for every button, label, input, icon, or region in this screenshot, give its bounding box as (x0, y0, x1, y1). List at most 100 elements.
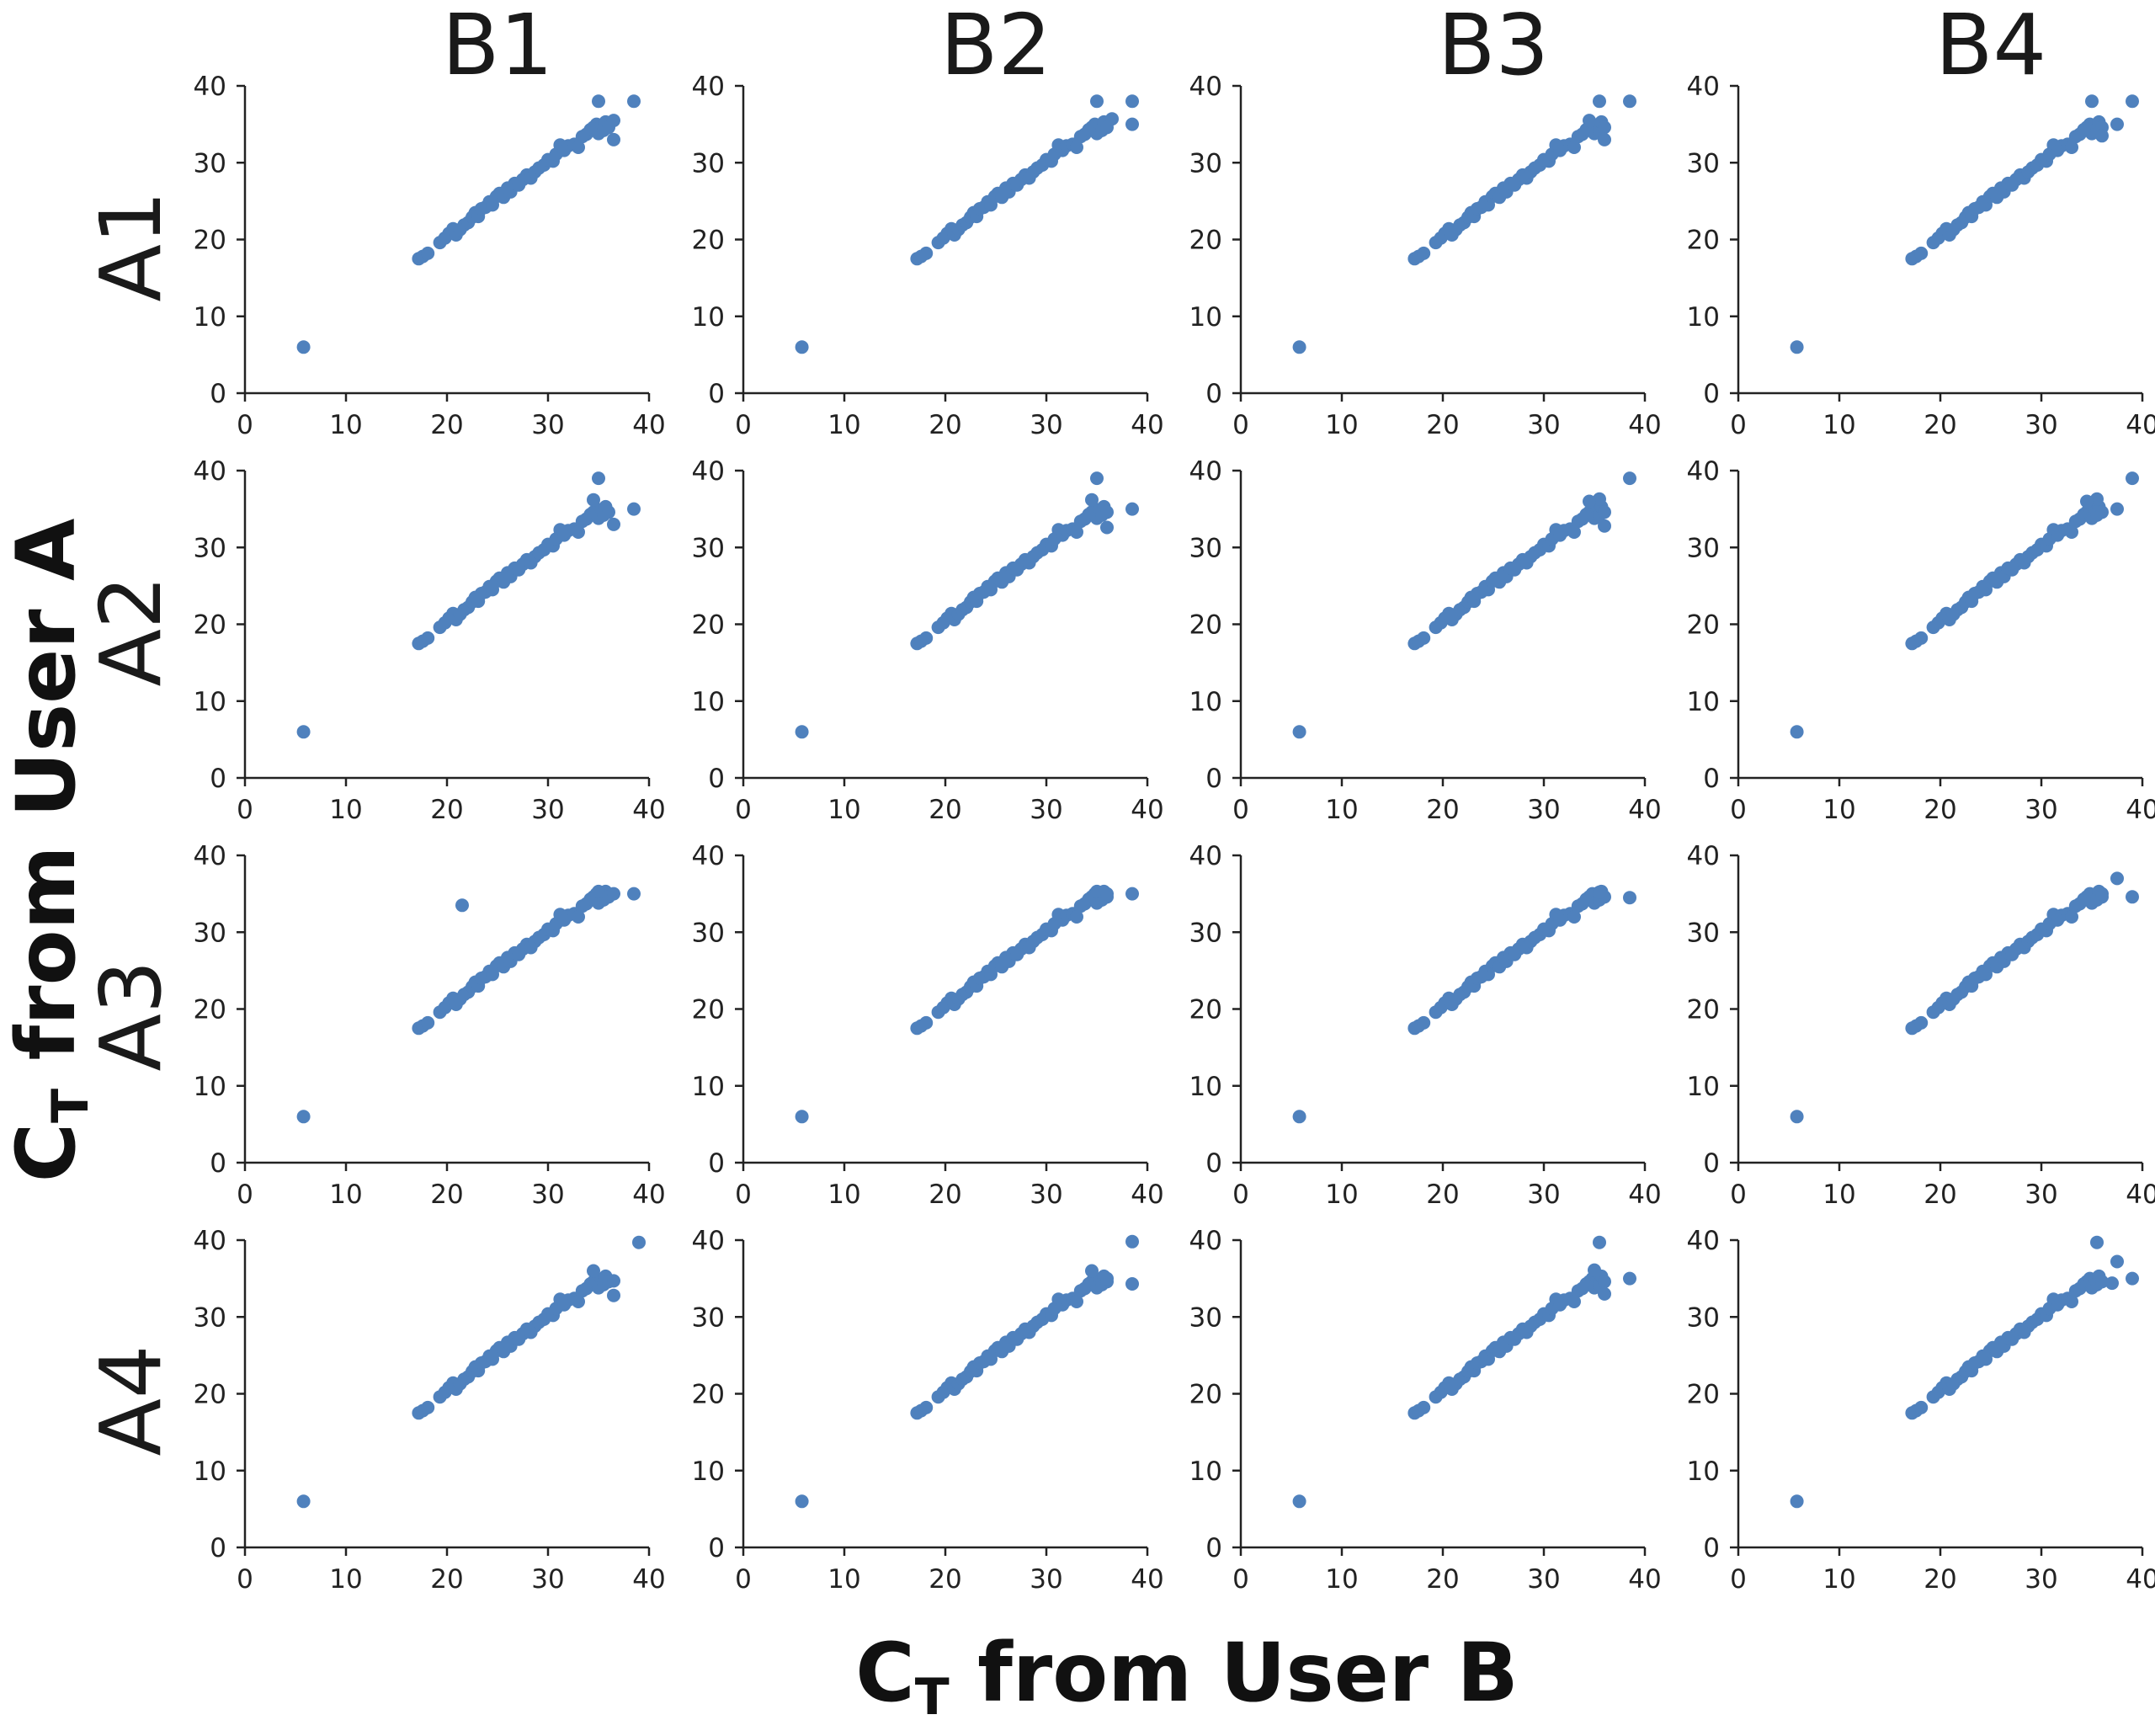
y-tick-label: 0 (210, 1533, 226, 1563)
data-point (607, 1274, 620, 1288)
y-axis-title-rest: from User A (0, 519, 93, 1089)
x-tick-label: 30 (531, 410, 564, 440)
data-point (1292, 1494, 1306, 1509)
panels-layer: B1 B2 B3 B4 A1 A2 A3 A4 0 10 20 30 40 0 10 20 30 40 0 10 20 3… (82, 0, 2155, 1595)
y-tick-label: 40 (1687, 1226, 1720, 1256)
y-tick-label: 30 (692, 1302, 725, 1333)
panel-a4-b2: 0 10 20 30 40 0 10 20 30 40 (692, 1226, 1164, 1595)
x-tick-label: 20 (430, 1564, 463, 1595)
data-point (1417, 1400, 1431, 1414)
panel-a2-b4: 0 10 20 30 40 0 10 20 30 40 (1687, 456, 2155, 825)
data-point (1292, 340, 1306, 354)
y-tick-label: 10 (1189, 1456, 1222, 1487)
x-tick-label: 40 (2126, 1564, 2155, 1595)
data-point (421, 1400, 435, 1414)
y-tick-label: 40 (1189, 1226, 1222, 1256)
data-point (2105, 1276, 2119, 1291)
data-point (1914, 1015, 1929, 1030)
data-point (919, 1015, 934, 1030)
panel-a4-b1: 0 10 20 30 40 0 10 20 30 40 (194, 1226, 666, 1595)
y-tick-label: 0 (708, 379, 725, 409)
data-point (607, 132, 620, 146)
x-tick-label: 40 (1131, 795, 1163, 825)
y-tick-label: 40 (1189, 456, 1222, 487)
x-tick-label: 40 (1628, 410, 1661, 440)
data-point (919, 631, 934, 645)
y-tick-label: 30 (692, 918, 725, 948)
data-point (2065, 525, 2078, 539)
y-tick-label: 40 (692, 1226, 725, 1256)
data-point (1583, 114, 1596, 128)
data-point (2065, 141, 2078, 154)
y-tick-label: 20 (692, 226, 725, 256)
y-tick-label: 40 (1189, 841, 1222, 871)
data-point (1125, 117, 1139, 131)
y-tick-label: 20 (1687, 226, 1720, 256)
y-tick-label: 30 (194, 533, 226, 563)
y-tick-label: 10 (1189, 1072, 1222, 1102)
y-tick-label: 30 (1687, 1302, 1720, 1333)
x-axis-title: CT from User B (855, 1626, 1518, 1727)
y-tick-label: 30 (194, 918, 226, 948)
y-tick-label: 10 (1687, 302, 1720, 333)
y-axis-title-main: C (0, 1123, 93, 1182)
y-tick-label: 10 (1687, 1072, 1720, 1102)
x-tick-label: 30 (531, 1180, 564, 1210)
data-point (587, 493, 600, 507)
panel-a3-b1: 0 10 20 30 40 0 10 20 30 40 (194, 841, 666, 1210)
data-point (1070, 1295, 1083, 1308)
data-point (1623, 1271, 1636, 1286)
y-tick-label: 10 (194, 687, 226, 717)
x-tick-label: 40 (1131, 1564, 1163, 1595)
y-tick-label: 10 (692, 1456, 725, 1487)
data-point (1593, 94, 1606, 109)
data-point (2126, 1271, 2139, 1286)
x-tick-label: 20 (1426, 410, 1459, 440)
x-tick-label: 10 (827, 1180, 860, 1210)
y-tick-label: 40 (692, 72, 725, 102)
y-tick-label: 30 (194, 1302, 226, 1333)
y-tick-label: 10 (194, 1456, 226, 1487)
x-tick-label: 20 (1426, 1180, 1459, 1210)
y-tick-label: 40 (1687, 456, 1720, 487)
data-point (2110, 117, 2124, 131)
y-tick-label: 20 (1189, 995, 1222, 1025)
x-tick-label: 10 (1325, 1180, 1358, 1210)
row-header-a2: A2 (82, 575, 180, 686)
y-tick-label: 20 (692, 1380, 725, 1410)
y-tick-label: 20 (194, 995, 226, 1025)
x-tick-label: 10 (1822, 795, 1855, 825)
data-point (1125, 1277, 1139, 1291)
x-tick-label: 10 (1325, 410, 1358, 440)
y-tick-label: 20 (194, 1380, 226, 1410)
y-tick-label: 20 (1189, 226, 1222, 256)
data-point (1593, 885, 1606, 899)
y-tick-label: 40 (194, 456, 226, 487)
data-point (296, 1110, 311, 1124)
data-point (455, 898, 469, 913)
data-point (1593, 1235, 1606, 1249)
panel-a2-b3: 0 10 20 30 40 0 10 20 30 40 (1189, 456, 1662, 825)
data-point (1593, 492, 1606, 506)
data-point (421, 246, 435, 260)
y-tick-label: 10 (194, 1072, 226, 1102)
data-point (1085, 1264, 1099, 1278)
x-tick-label: 10 (1822, 1564, 1855, 1595)
x-tick-label: 0 (735, 795, 752, 825)
data-point (1914, 1400, 1929, 1414)
x-tick-label: 30 (531, 795, 564, 825)
x-tick-label: 40 (1131, 410, 1163, 440)
x-tick-label: 40 (1628, 795, 1661, 825)
x-tick-label: 10 (1325, 795, 1358, 825)
data-point (1070, 141, 1083, 154)
data-point (1914, 631, 1929, 645)
data-point (1417, 631, 1431, 645)
row-header-a1: A1 (82, 190, 180, 301)
y-tick-label: 40 (1189, 72, 1222, 102)
data-point (1790, 340, 1804, 354)
data-point (627, 94, 641, 109)
data-point (1790, 1110, 1804, 1124)
data-point (296, 1494, 311, 1509)
data-point (632, 1235, 646, 1249)
x-tick-label: 10 (329, 795, 362, 825)
